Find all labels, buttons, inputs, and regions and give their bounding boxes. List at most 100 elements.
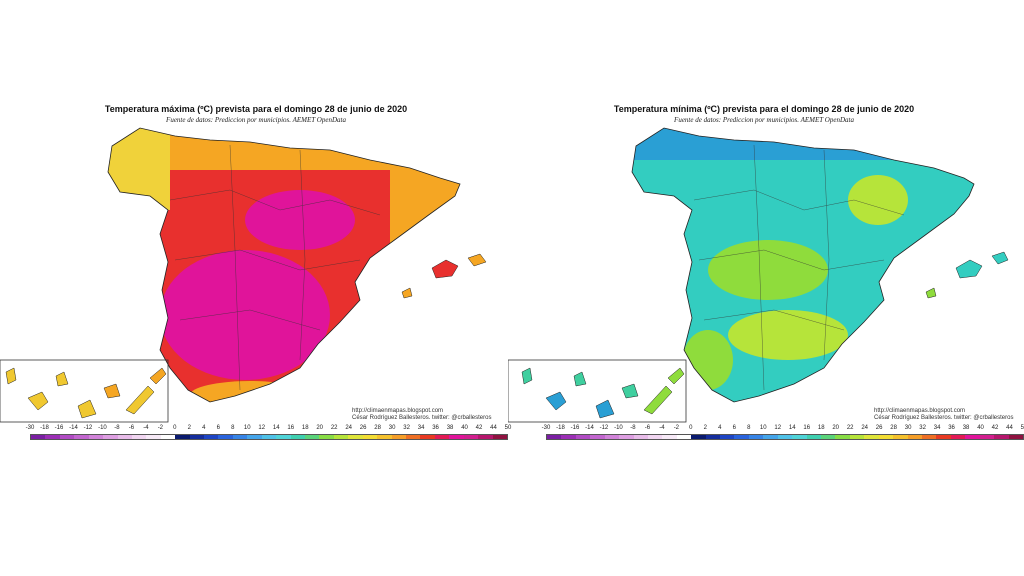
legend-color-cell [806,435,822,439]
legend-tick-label: 24 [861,425,868,431]
legend-color-cell [590,435,605,439]
legend-color-cell [676,435,692,439]
legend-tick-label: 0 [689,425,693,431]
legend-tick-label: -18 [556,425,565,431]
legend-tick-label: 26 [875,425,883,431]
legend-color-cell [449,435,464,439]
map-title: Temperatura mínima (ºC) prevista para el… [613,104,915,114]
legend-color-cell [204,435,219,439]
legend-color-cell [1008,435,1023,439]
legend-color-cell [792,435,807,439]
legend-tick-label: 50 [1020,425,1024,431]
legend-tick-label: -18 [40,425,49,431]
map-fill-southwest [683,330,733,390]
legend-color-cell [878,435,894,439]
legend-tick-label: 10 [759,425,767,431]
legend-color-cell [434,435,450,439]
color-legend: -30 -18 -16 -14 -12 -10 -8 -6 -4 -2 0 2 4 6 8 10 12 14 16 1… [542,425,1024,451]
legend-tick-label: 44 [1006,425,1013,431]
legend-color-cell [835,435,850,439]
legend-color-cell [763,435,778,439]
legend-color-cell [348,435,363,439]
legend-tick-label: 26 [359,425,367,431]
max-temperature-map-panel: Temperatura máxima (ºC) prevista para el… [0,104,512,451]
legend-tick-label: 12 [258,425,266,431]
legend-tick-label: -30 [25,425,35,431]
legend-tick-label: 4 [718,425,722,431]
legend-tick-label: 32 [919,425,926,431]
map-fill-south [728,310,848,360]
legend-color-cell [305,435,320,439]
color-legend-strip [30,434,508,440]
legend-color-cell [478,435,493,439]
legend-tick-label: 40 [977,425,984,431]
color-legend-ticks: -30 -18 -16 -14 -12 -10 -8 -6 -4 -2 0 2 4 6 8 10 12 14 16 1… [542,425,1024,434]
credits-author: César Rodríguez Ballesteros. twitter: @c… [352,415,492,421]
legend-tick-label: 10 [243,425,251,431]
legend-tick-label: 22 [846,425,854,431]
credits: http://climaenmapas.blogspot.com César R… [352,408,491,422]
legend-color-cell [647,435,663,439]
legend-tick-label: -12 [83,425,93,431]
legend-color-cell [45,435,60,439]
legend-color-cell [662,435,677,439]
legend-tick-label: 2 [703,425,707,431]
legend-color-cell [734,435,749,439]
legend-tick-label: -4 [143,425,149,431]
legend-tick-label: 32 [403,425,410,431]
canary-islands-inset-frame [0,359,169,423]
legend-color-cell [907,435,922,439]
legend-tick-label: -2 [157,425,164,431]
legend-color-cell [391,435,406,439]
legend-tick-label: -10 [614,425,623,431]
legend-tick-label: -14 [585,425,594,431]
legend-tick-label: 34 [417,425,425,431]
legend-tick-label: 4 [202,425,206,431]
legend-tick-label: 30 [388,425,396,431]
legend-color-cell [849,435,865,439]
map-fill-southwest [160,250,330,380]
canary-islands [5,367,167,419]
legend-color-cell [333,435,349,439]
legend-tick-label: -8 [114,425,120,431]
legend-color-cell [261,435,277,439]
balearic-islands [925,251,1009,299]
color-legend-ticks: -30 -18 -16 -14 -12 -10 -8 -6 -4 -2 0 2 4 6 8 10 12 14 16 1… [26,425,512,434]
legend-color-cell [175,435,190,439]
legend-tick-label: 42 [991,425,999,431]
legend-color-cell [290,435,306,439]
map-fill-northwest [108,128,170,210]
legend-tick-label: 8 [231,425,235,431]
legend-tick-label: -8 [630,425,636,431]
legend-color-cell [936,435,951,439]
legend-tick-label: 42 [475,425,483,431]
map-subtitle: Fuente de datos: Prediccion por municipi… [674,116,854,124]
legend-color-cell [74,435,89,439]
legend-tick-label: 38 [962,425,970,431]
color-legend: -30 -18 -16 -14 -12 -10 -8 -6 -4 -2 0 2 4 6 8 10 12 14 16 1… [26,425,512,451]
legend-tick-label: -30 [541,425,551,431]
map-subtitle: Fuente de datos: Prediccion por municipi… [166,116,346,124]
legend-tick-label: 2 [187,425,191,431]
map-title: Temperatura máxima (ºC) prevista para el… [104,104,408,114]
legend-tick-label: -16 [570,425,580,431]
spain-max-temperature-map [0,127,487,423]
spain-min-temperature-map [508,127,1009,423]
legend-color-cell [160,435,176,439]
legend-tick-label: 14 [272,425,280,431]
legend-color-cell [575,435,591,439]
legend-tick-label: 38 [446,425,454,431]
map-fill-center [245,190,355,250]
legend-color-cell [247,435,262,439]
legend-color-cell [720,435,735,439]
legend-tick-label: -6 [128,425,135,431]
legend-tick-label: 18 [817,425,825,431]
legend-color-cell [189,435,205,439]
credits-url: http://climaenmapas.blogspot.com [352,408,444,414]
legend-tick-label: -12 [599,425,609,431]
legend-color-cell [619,435,634,439]
legend-color-cell [218,435,233,439]
legend-tick-label: 8 [747,425,751,431]
legend-tick-label: 50 [504,425,512,431]
legend-color-cell [994,435,1009,439]
